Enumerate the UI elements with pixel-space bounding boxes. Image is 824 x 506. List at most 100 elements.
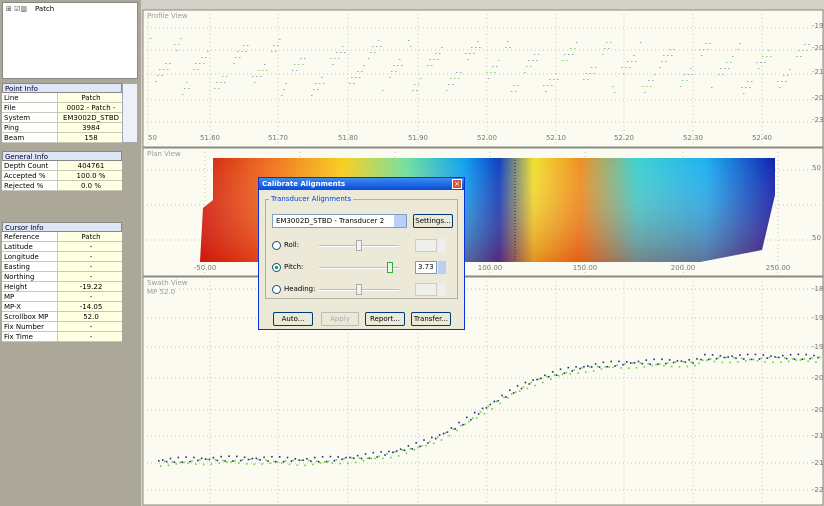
slider-thumb[interactable]	[356, 284, 362, 295]
slider-thumb[interactable]	[387, 262, 393, 273]
swath-point	[205, 458, 207, 460]
swath-point	[591, 366, 593, 368]
swath-point	[733, 357, 735, 359]
transducer-select[interactable]: EM3002D_STBD - Transducer 2	[272, 214, 407, 228]
swath-point	[694, 365, 696, 367]
radio[interactable]	[272, 285, 281, 294]
y-tick-label: -19	[812, 343, 823, 351]
profile-point	[608, 48, 610, 49]
profile-point	[606, 42, 608, 43]
profile-point	[762, 56, 764, 57]
x-tick-label: 100.00	[478, 264, 503, 272]
swath-point	[476, 417, 478, 419]
swath-point	[534, 385, 536, 387]
transfer-button[interactable]: Transfer...	[411, 312, 451, 326]
swath-point	[655, 364, 657, 366]
y-tick-label: -21	[812, 459, 823, 467]
profile-point	[319, 83, 321, 84]
radio[interactable]	[272, 263, 281, 272]
auto-button[interactable]: Auto...	[273, 312, 313, 326]
profile-point	[669, 49, 671, 50]
swath-point	[445, 432, 447, 434]
swath-point	[599, 366, 601, 368]
swath-point	[653, 359, 655, 361]
swath-point	[737, 361, 739, 363]
view-panel	[143, 10, 823, 147]
profile-point	[266, 70, 268, 71]
profile-point	[226, 76, 228, 77]
swath-point	[708, 359, 710, 361]
report-button[interactable]: Report...	[365, 312, 405, 326]
profile-point	[610, 42, 612, 43]
profile-point	[545, 91, 547, 92]
swath-point	[673, 362, 675, 364]
swath-point	[517, 385, 519, 387]
value-field[interactable]: 3.73	[415, 261, 437, 274]
swath-point	[160, 465, 162, 467]
swath-point	[794, 358, 796, 360]
radio[interactable]	[272, 241, 281, 250]
swath-point	[755, 354, 757, 356]
swath-point	[589, 366, 591, 368]
swath-point	[497, 400, 499, 402]
profile-point	[155, 81, 157, 82]
profile-point	[323, 83, 325, 84]
profile-point	[486, 72, 488, 73]
profile-point	[395, 71, 397, 72]
swath-point	[747, 354, 749, 356]
profile-point	[781, 81, 783, 82]
radio-label: Roll:	[284, 241, 299, 250]
profile-point	[703, 49, 705, 50]
swath-point	[300, 460, 302, 462]
swath-point	[244, 456, 246, 458]
swath-point	[441, 439, 443, 441]
profile-point	[243, 45, 245, 46]
app: ⊞ ☑▥ Patch Point InfoLinePatchFile0002 -…	[0, 0, 824, 506]
close-button[interactable]: ×	[452, 179, 462, 189]
swath-point	[700, 359, 702, 361]
swath-point	[669, 359, 671, 361]
swath-point	[435, 438, 437, 440]
swath-point	[772, 362, 774, 364]
swath-point	[513, 392, 515, 394]
settings-button[interactable]: Settings...	[413, 214, 453, 228]
profile-point	[273, 45, 275, 46]
x-tick-label: 51.80	[338, 134, 358, 142]
swath-point	[618, 361, 620, 363]
profile-point	[294, 64, 296, 65]
swath-point	[328, 461, 330, 463]
swath-point	[371, 458, 373, 460]
swath-point	[741, 358, 743, 360]
dropdown-arrow[interactable]	[394, 215, 406, 227]
swath-point	[447, 431, 449, 433]
profile-point	[264, 64, 266, 65]
swath-point	[306, 458, 308, 460]
profile-point	[157, 75, 159, 76]
swath-point	[310, 460, 312, 462]
profile-point	[479, 47, 481, 48]
swath-point	[573, 369, 575, 371]
swath-point	[776, 357, 778, 359]
swath-point	[181, 461, 183, 463]
x-tick-label: 150.00	[573, 264, 598, 272]
swath-point	[322, 456, 324, 458]
profile-point	[245, 51, 247, 52]
profile-point	[203, 63, 205, 64]
swath-point	[404, 450, 406, 452]
profile-point	[745, 87, 747, 88]
slider-thumb[interactable]	[356, 240, 362, 251]
spinner[interactable]	[438, 261, 446, 274]
swath-point	[749, 359, 751, 361]
profile-point	[730, 62, 732, 63]
profile-point	[802, 50, 804, 51]
y-tick-label: -20	[812, 374, 823, 382]
swath-point	[429, 441, 431, 443]
swath-point	[164, 460, 166, 462]
profile-point	[431, 65, 433, 66]
swath-point	[722, 362, 724, 364]
swath-point	[402, 449, 404, 451]
profile-point	[654, 74, 656, 75]
spinner	[438, 283, 446, 296]
profile-point	[783, 75, 785, 76]
profile-point	[342, 46, 344, 47]
